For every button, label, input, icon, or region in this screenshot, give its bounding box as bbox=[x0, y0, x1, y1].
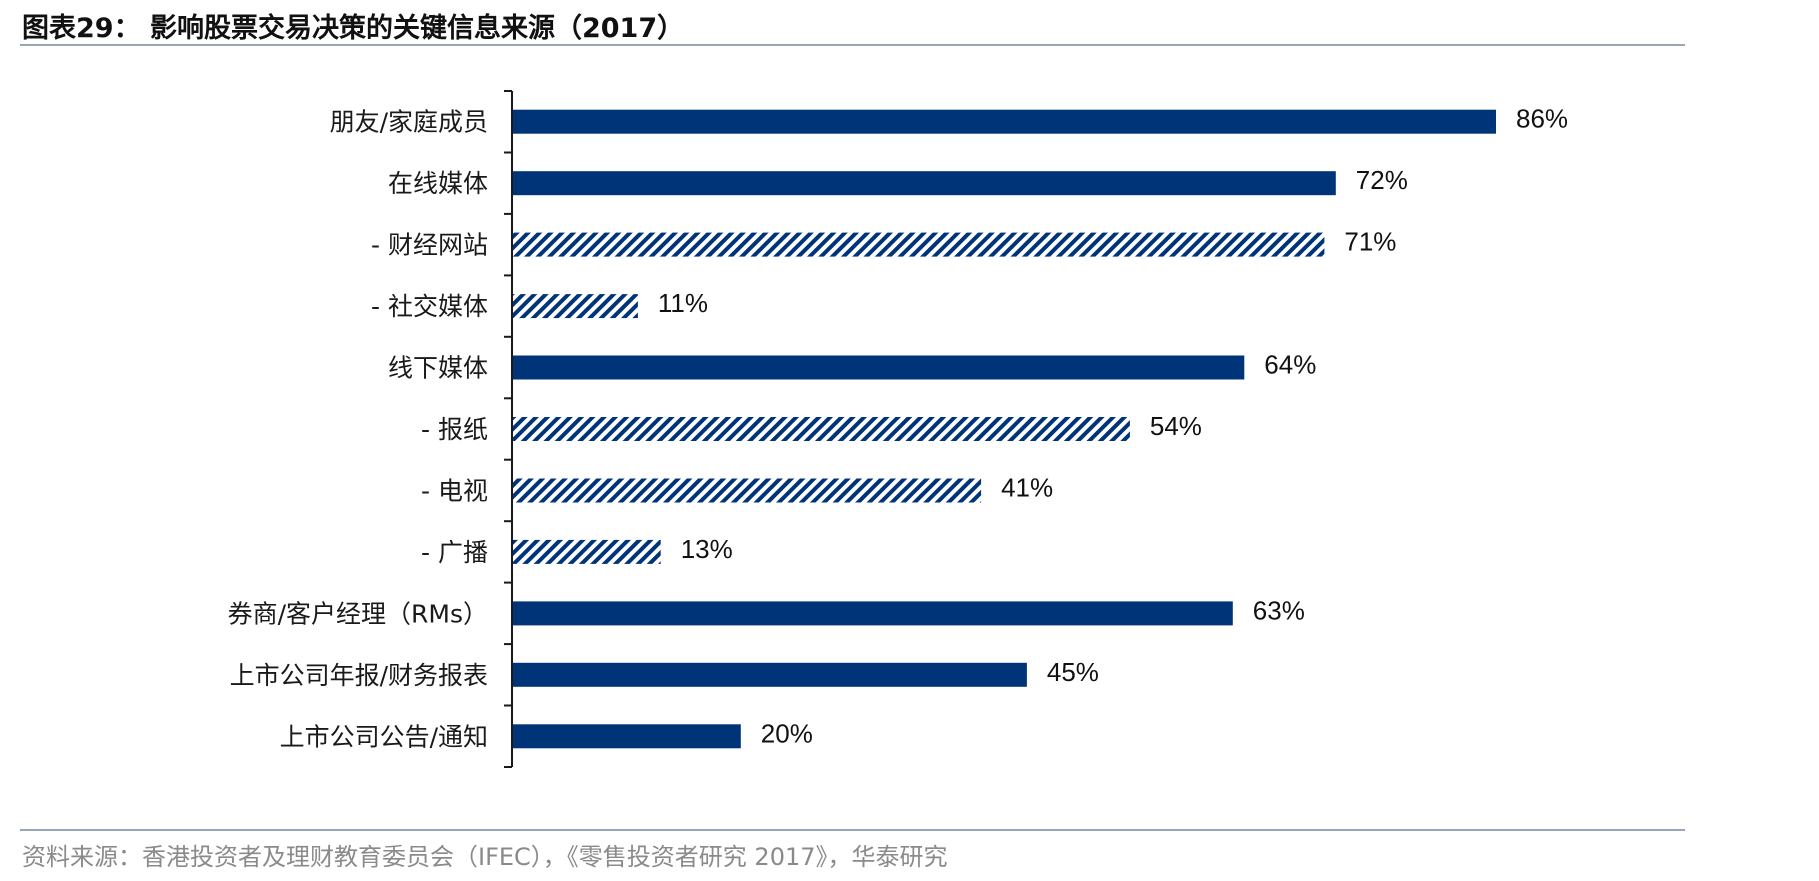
bar-4 bbox=[512, 355, 1245, 380]
bar-7 bbox=[512, 539, 661, 564]
bar-6 bbox=[512, 478, 982, 503]
value-label: 45% bbox=[1047, 657, 1099, 687]
bar-1 bbox=[512, 171, 1336, 196]
bar-0 bbox=[512, 109, 1496, 134]
category-label: 线下媒体 bbox=[388, 354, 488, 383]
category-label: - 财经网站 bbox=[371, 231, 488, 260]
bars-group bbox=[512, 109, 1496, 749]
chart-title: 图表29： 影响股票交易决策的关键信息来源（2017） bbox=[22, 13, 685, 44]
value-label: 63% bbox=[1253, 595, 1305, 625]
title-divider bbox=[20, 44, 1685, 46]
category-label: - 电视 bbox=[421, 477, 488, 506]
value-label: 72% bbox=[1356, 165, 1408, 195]
bar-8 bbox=[512, 601, 1233, 626]
bar-3 bbox=[512, 294, 638, 319]
bar-5 bbox=[512, 417, 1130, 441]
value-label: 64% bbox=[1264, 350, 1316, 380]
category-label: - 报纸 bbox=[421, 415, 488, 444]
bar-10 bbox=[512, 724, 741, 749]
bar-2 bbox=[512, 232, 1325, 257]
labels-group: 朋友/家庭成员 86% 在线媒体 72% - 财经网站 71% - 社交媒体 11% 线下媒体 6… bbox=[228, 104, 1568, 752]
footer-divider bbox=[20, 829, 1685, 831]
source-note: 资料来源：香港投资者及理财教育委员会（IFEC），《零售投资者研究 2017》，… bbox=[22, 843, 948, 871]
category-label: - 广播 bbox=[421, 538, 488, 567]
value-label: 41% bbox=[1001, 473, 1053, 503]
value-label: 71% bbox=[1344, 227, 1396, 257]
value-label: 86% bbox=[1516, 104, 1568, 134]
y-axis bbox=[504, 90, 513, 768]
value-label: 11% bbox=[658, 288, 708, 318]
value-label: 13% bbox=[681, 534, 733, 564]
value-label: 20% bbox=[761, 718, 813, 748]
category-label: 上市公司年报/财务报表 bbox=[230, 661, 488, 690]
category-label: 上市公司公告/通知 bbox=[280, 722, 488, 751]
bar-9 bbox=[512, 662, 1027, 687]
category-label: 在线媒体 bbox=[388, 169, 488, 198]
category-label: 券商/客户经理（RMs） bbox=[228, 599, 488, 628]
category-label: 朋友/家庭成员 bbox=[330, 108, 488, 137]
value-label: 54% bbox=[1150, 411, 1202, 441]
category-label: - 社交媒体 bbox=[371, 292, 488, 321]
